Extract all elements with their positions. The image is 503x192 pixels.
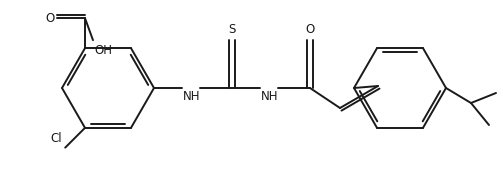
Text: OH: OH xyxy=(94,44,112,57)
Text: O: O xyxy=(305,23,314,36)
Text: NH: NH xyxy=(183,90,201,103)
Text: Cl: Cl xyxy=(51,132,62,145)
Text: O: O xyxy=(46,12,55,25)
Text: NH: NH xyxy=(261,90,279,103)
Text: S: S xyxy=(228,23,236,36)
